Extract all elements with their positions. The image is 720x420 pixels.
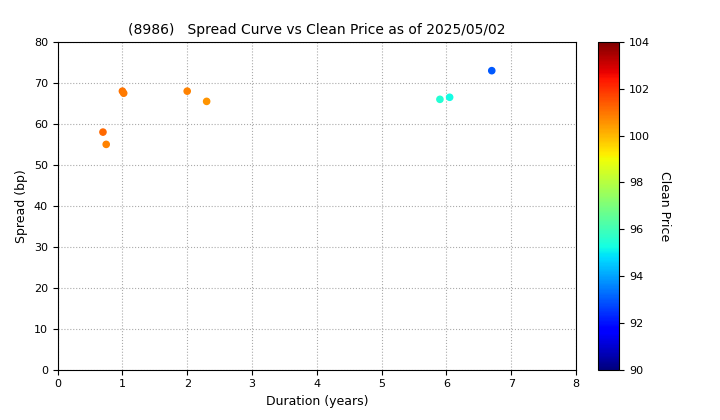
Point — [181, 88, 193, 94]
Point — [97, 129, 109, 135]
Point — [434, 96, 446, 102]
Point — [201, 98, 212, 105]
Point — [486, 67, 498, 74]
Point — [118, 90, 130, 97]
Y-axis label: Spread (bp): Spread (bp) — [15, 169, 28, 243]
X-axis label: Duration (years): Duration (years) — [266, 395, 368, 408]
Title: (8986)   Spread Curve vs Clean Price as of 2025/05/02: (8986) Spread Curve vs Clean Price as of… — [128, 23, 505, 37]
Point — [100, 141, 112, 148]
Point — [117, 88, 128, 94]
Point — [444, 94, 456, 101]
Y-axis label: Clean Price: Clean Price — [658, 171, 671, 241]
